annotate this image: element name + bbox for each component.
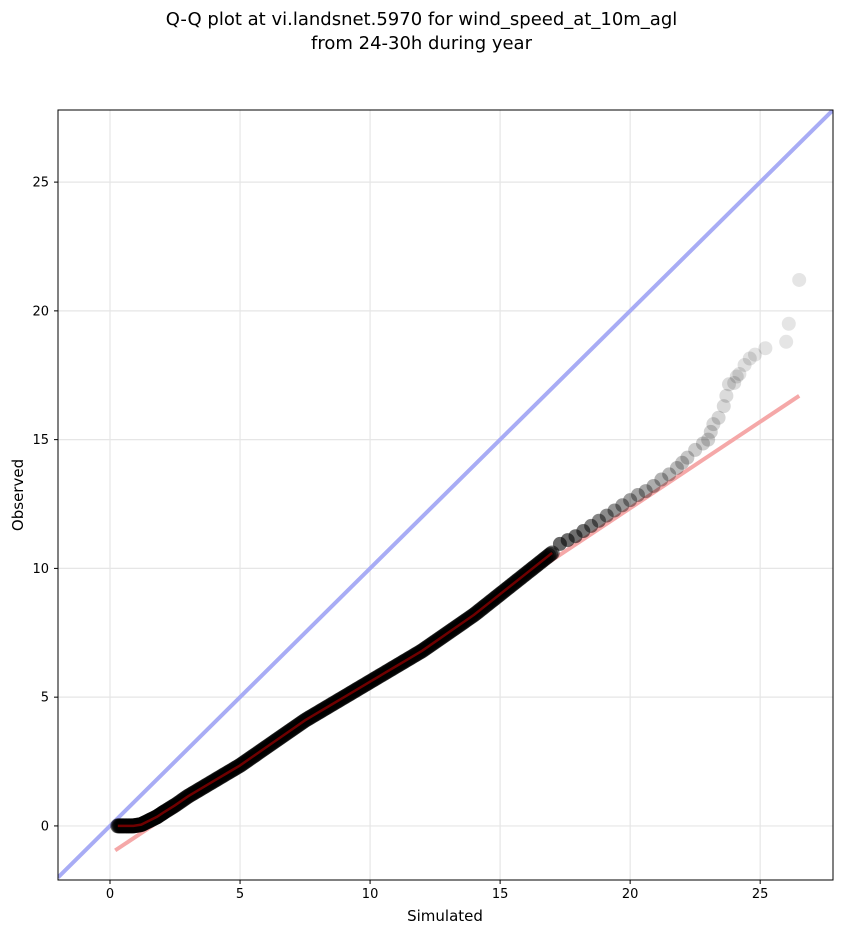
grid bbox=[58, 110, 833, 880]
plot-frame bbox=[57, 109, 834, 881]
tail-quantile-point bbox=[737, 357, 752, 372]
y-tick-label: 15 bbox=[32, 433, 49, 448]
tail-quantile-point bbox=[680, 450, 695, 465]
tail-quantile-point bbox=[703, 424, 718, 439]
chart-title-line2: from 24-30h during year bbox=[311, 33, 532, 54]
tail-quantile-point bbox=[727, 375, 742, 390]
chart-title-line1: Q-Q plot at vi.landsnet.5970 for wind_sp… bbox=[165, 9, 678, 30]
x-tick-label: 10 bbox=[362, 887, 379, 902]
tail-quantile-point bbox=[669, 460, 684, 475]
y-tick-label: 0 bbox=[41, 819, 49, 834]
tail-quantile-point bbox=[695, 436, 710, 451]
y-tick-label: 25 bbox=[32, 176, 49, 191]
tail-quantile-point bbox=[729, 369, 744, 384]
tail-quantile-point bbox=[591, 513, 606, 528]
tail-quantile-point bbox=[662, 467, 677, 482]
tail-quantile-point bbox=[706, 417, 721, 432]
tail-quantile-point bbox=[781, 316, 796, 331]
tail-quantile-point bbox=[779, 334, 794, 349]
tail-quantile-point bbox=[792, 272, 807, 287]
tail-quantile-point bbox=[747, 347, 762, 362]
tail-quantile-point bbox=[607, 503, 622, 518]
y-tick-label: 5 bbox=[41, 691, 49, 706]
x-axis-ticks: 0 5 10 15 20 25 bbox=[106, 880, 769, 902]
tail-quantile-point bbox=[615, 498, 630, 513]
y-tick-label: 20 bbox=[32, 304, 49, 319]
tail-quantile-point bbox=[719, 388, 734, 403]
tail-quantile-point bbox=[638, 484, 653, 499]
tail-quantile-point bbox=[716, 399, 731, 414]
tail-quantile-point bbox=[654, 472, 669, 487]
x-tick-label: 15 bbox=[492, 887, 509, 902]
tail-quantile-point bbox=[675, 455, 690, 470]
tail-quantile-point bbox=[742, 351, 757, 366]
tail-quantile-point bbox=[646, 478, 661, 493]
x-axis-label: Simulated bbox=[407, 907, 483, 925]
tail-quantile-point bbox=[732, 366, 747, 381]
tail-quantile-point bbox=[701, 432, 716, 447]
y-axis-label: Observed bbox=[9, 459, 27, 531]
tail-quantile-point bbox=[711, 410, 726, 425]
x-tick-label: 5 bbox=[236, 887, 244, 902]
dense-overlay bbox=[117, 551, 553, 828]
identity-line bbox=[58, 110, 833, 879]
tail-quantile-point bbox=[584, 518, 599, 533]
tail-quantile-point bbox=[630, 488, 645, 502]
chart-title: Q-Q plot at vi.landsnet.5970 for wind_sp… bbox=[0, 8, 843, 56]
tail-quantile-point bbox=[721, 377, 736, 392]
x-tick-label: 20 bbox=[622, 887, 639, 902]
tail-quantile-point bbox=[623, 493, 638, 508]
quantile-points bbox=[110, 272, 807, 834]
y-tick-label: 10 bbox=[32, 562, 49, 577]
tail-quantile-point bbox=[599, 508, 614, 523]
tail-quantile-point bbox=[758, 341, 773, 356]
x-tick-label: 0 bbox=[106, 887, 114, 902]
x-tick-label: 25 bbox=[752, 887, 769, 902]
y-axis-ticks: 0 5 10 15 20 25 bbox=[32, 176, 58, 834]
tail-quantile-point bbox=[688, 442, 703, 457]
